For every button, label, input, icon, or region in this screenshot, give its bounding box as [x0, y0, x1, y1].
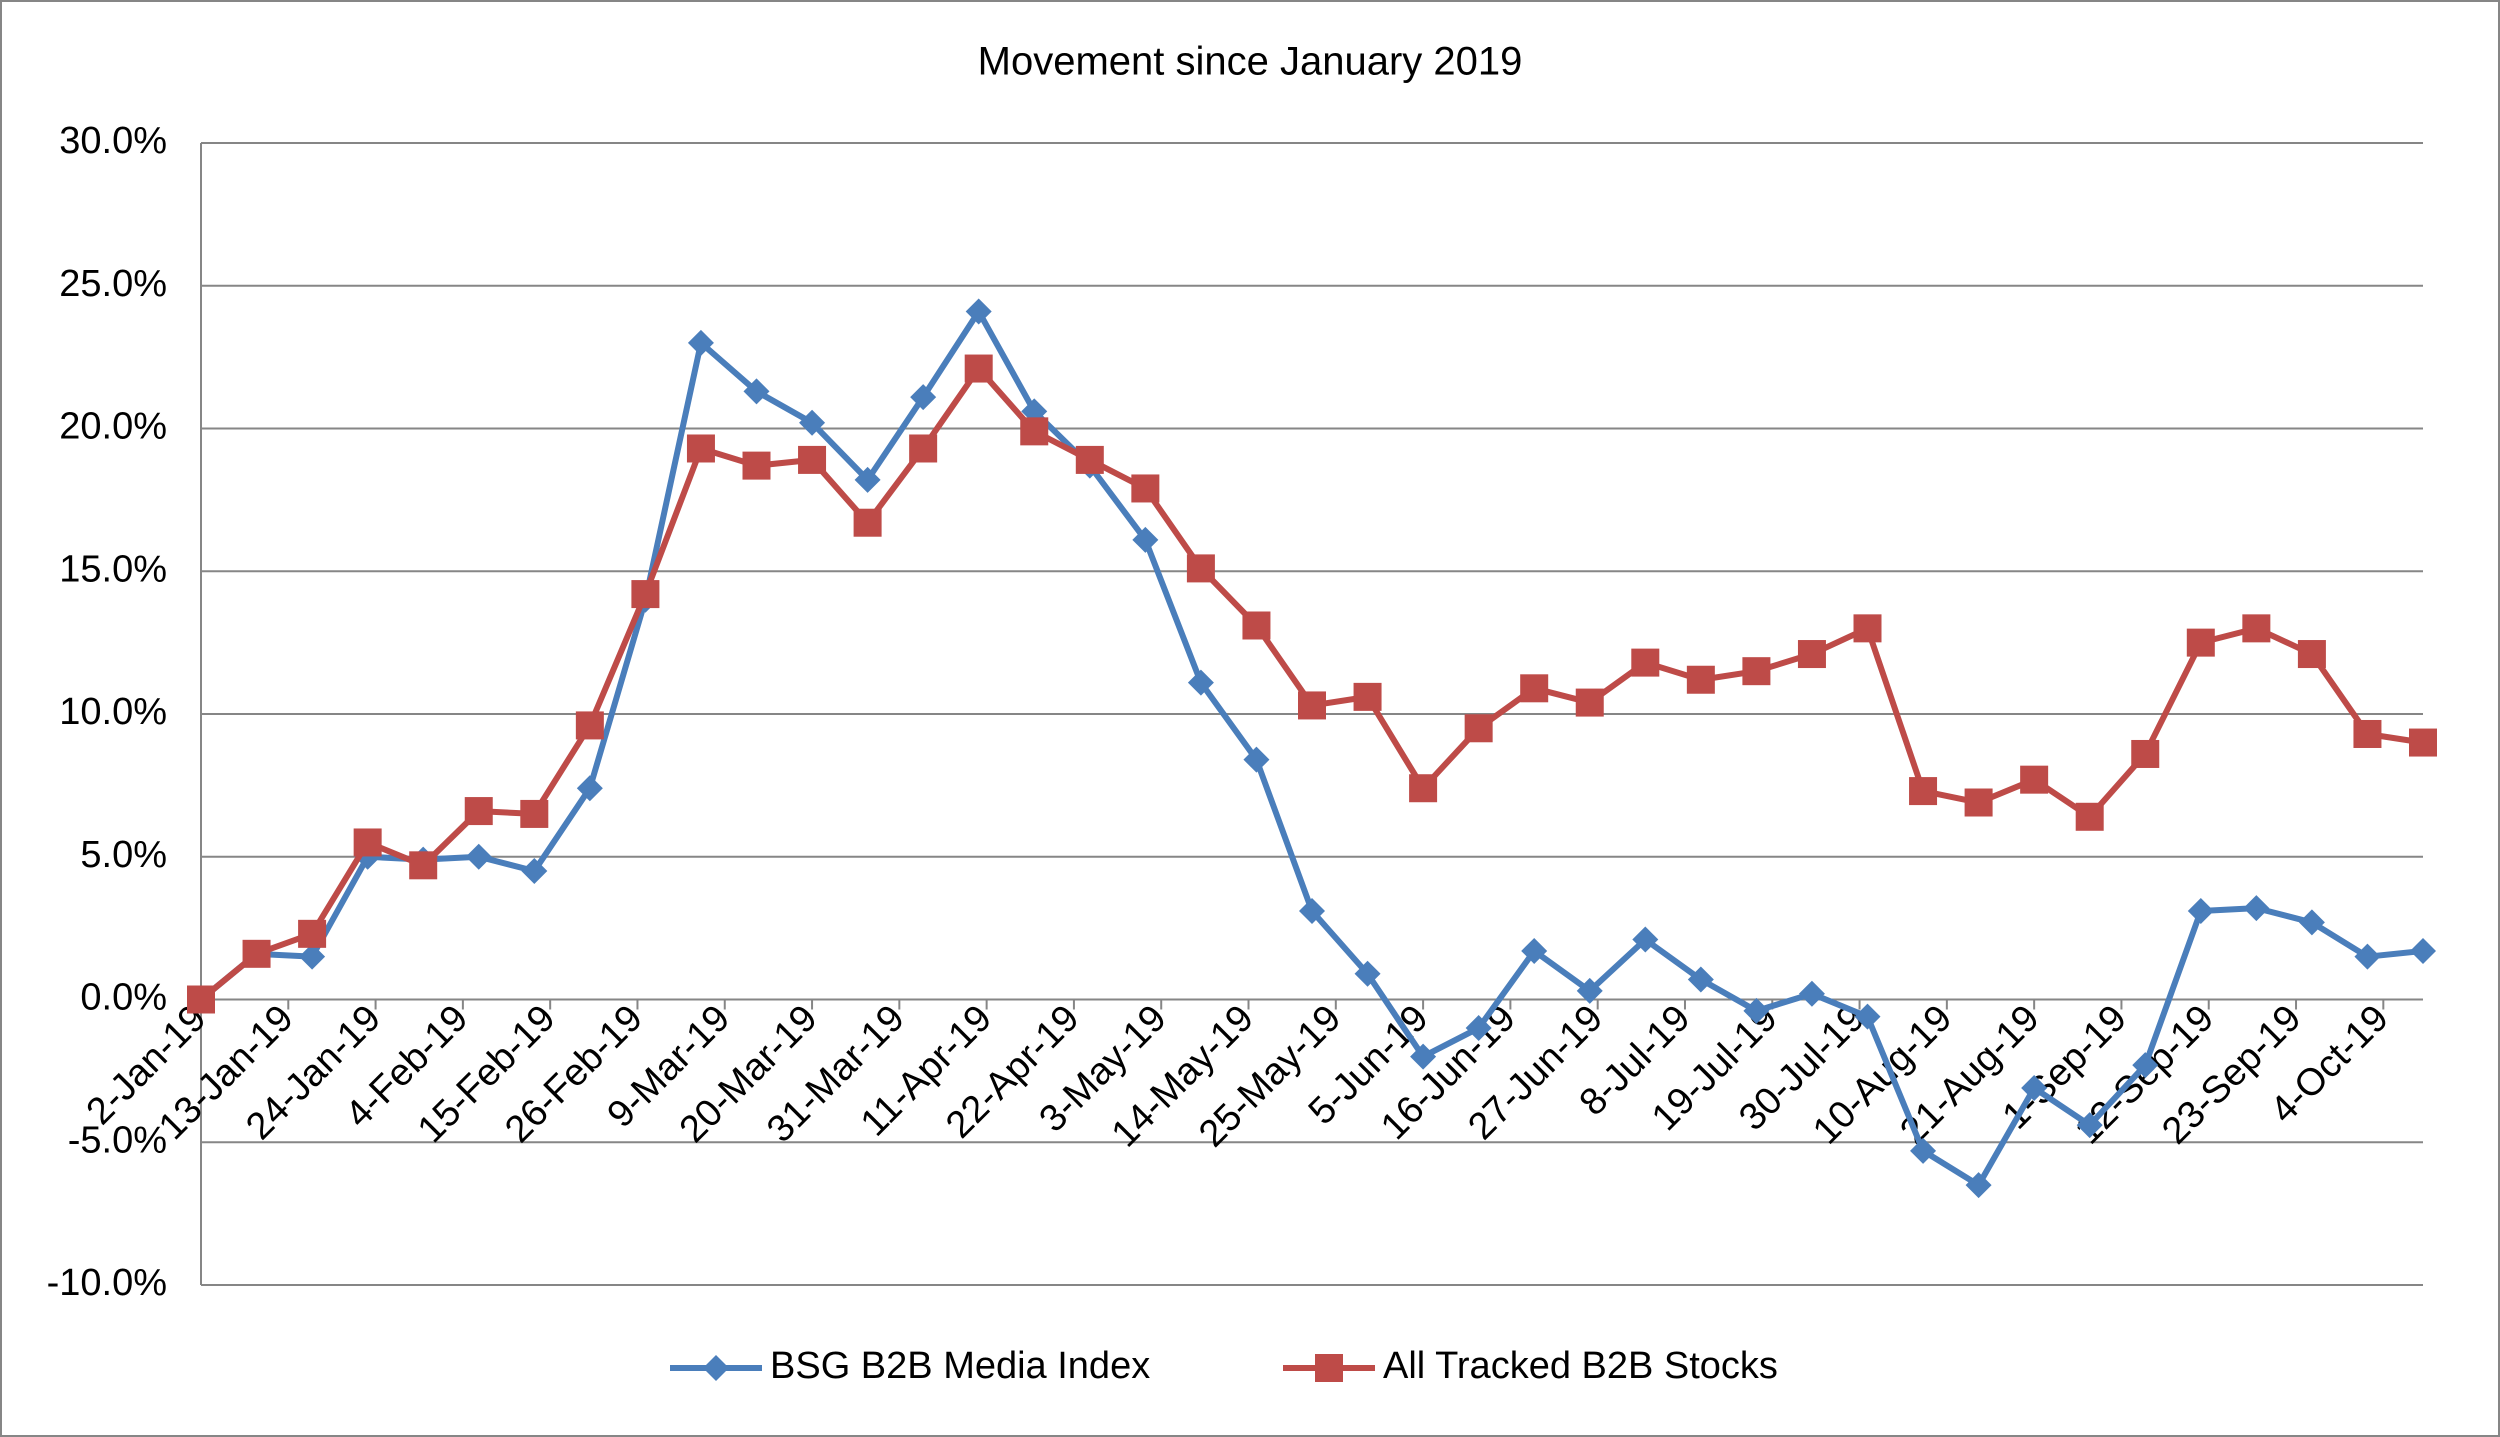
legend-item: All Tracked B2B Stocks [1283, 1345, 1778, 1387]
marker [1686, 665, 1715, 694]
marker [1575, 688, 1604, 717]
marker [1132, 526, 1159, 553]
y-tick-label: 15.0% [59, 548, 167, 590]
marker [631, 580, 660, 609]
marker [1632, 926, 1659, 953]
marker [964, 354, 993, 383]
marker [353, 828, 382, 857]
marker [1964, 788, 1993, 817]
marker [1576, 977, 1603, 1004]
marker [2409, 728, 2437, 757]
marker [2020, 765, 2049, 794]
y-tick-label: -10.0% [47, 1262, 167, 1304]
marker [1020, 417, 1049, 446]
marker [687, 329, 714, 356]
marker [1315, 1354, 1343, 1382]
marker [464, 797, 493, 826]
marker [1743, 997, 1770, 1024]
y-tick-label: -5.0% [68, 1119, 167, 1161]
marker [2353, 719, 2382, 748]
marker [1354, 960, 1381, 987]
marker [703, 1355, 729, 1381]
marker [1242, 611, 1271, 640]
marker [1187, 669, 1214, 696]
marker [1909, 777, 1938, 806]
marker [1075, 445, 1104, 474]
marker [1910, 1137, 1937, 1164]
marker [1521, 937, 1548, 964]
y-tick-label: 10.0% [59, 691, 167, 733]
marker [2242, 614, 2271, 643]
marker [1131, 474, 1160, 503]
y-tick-label: 25.0% [59, 263, 167, 305]
marker [299, 943, 326, 970]
marker [2186, 628, 2215, 657]
marker [1687, 966, 1714, 993]
marker [2132, 1052, 2159, 1079]
marker [187, 985, 215, 1014]
marker [2075, 802, 2104, 831]
marker [2187, 897, 2214, 924]
marker [576, 775, 603, 802]
marker [2410, 937, 2436, 964]
marker [854, 466, 881, 493]
marker [1410, 1043, 1437, 1070]
marker [242, 939, 271, 968]
marker [1854, 1003, 1881, 1030]
y-tick-label: 30.0% [59, 120, 167, 162]
marker [1299, 897, 1325, 924]
marker [799, 409, 826, 436]
marker [2297, 640, 2326, 669]
y-tick-label: 20.0% [59, 406, 167, 448]
marker [686, 434, 715, 463]
marker [2076, 1112, 2103, 1139]
marker [965, 298, 992, 325]
marker [1520, 674, 1549, 703]
marker [1409, 774, 1438, 803]
marker [742, 451, 771, 480]
marker [1186, 554, 1215, 583]
marker [1464, 714, 1493, 743]
marker [2298, 909, 2325, 936]
legend-item: BSG B2B Media Index [670, 1345, 1150, 1387]
marker [2131, 739, 2160, 768]
marker [520, 799, 549, 828]
marker [1797, 640, 1826, 669]
legend-label: BSG B2B Media Index [770, 1345, 1150, 1387]
marker [798, 445, 827, 474]
marker [909, 434, 938, 463]
marker [1243, 746, 1270, 773]
chart-title: Movement since January 2019 [978, 40, 1523, 84]
y-tick-label: 0.0% [80, 977, 167, 1019]
marker [1465, 1015, 1492, 1042]
y-tick-label: 5.0% [80, 834, 167, 876]
marker [298, 919, 327, 948]
marker [1631, 648, 1660, 677]
marker [465, 843, 492, 870]
marker [2021, 1075, 2048, 1102]
marker [1298, 691, 1326, 720]
legend-label: All Tracked B2B Stocks [1383, 1345, 1778, 1387]
marker [853, 508, 882, 537]
marker [1965, 1172, 1992, 1199]
marker [521, 858, 548, 885]
marker [2354, 943, 2381, 970]
marker [910, 384, 937, 411]
marker [1853, 614, 1882, 643]
marker [2243, 895, 2270, 922]
marker [1742, 657, 1771, 686]
marker [743, 378, 770, 405]
marker [1353, 682, 1382, 711]
marker [409, 851, 438, 880]
marker [575, 711, 604, 740]
marker [1798, 980, 1825, 1007]
